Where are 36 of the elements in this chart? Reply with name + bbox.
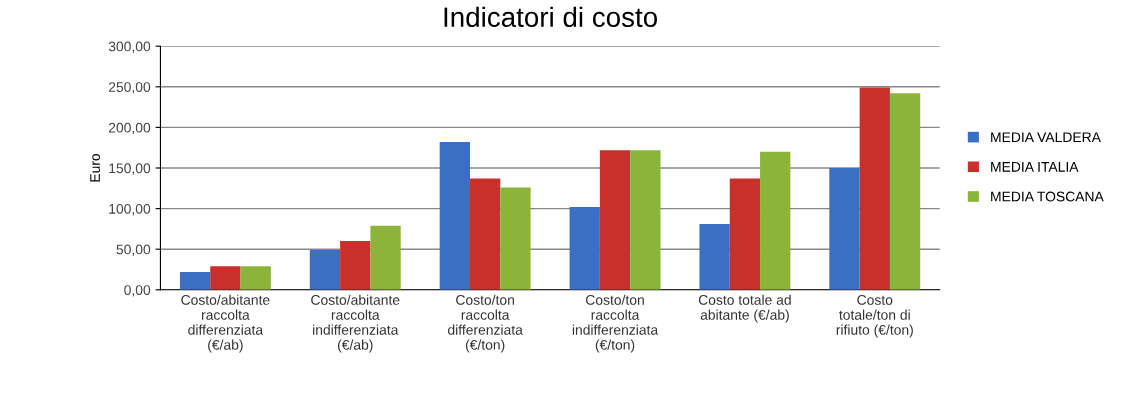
x-tick-label: Costo/abitante raccolta indifferenziata (€/ab) [311, 294, 400, 353]
bar [699, 224, 730, 290]
bar [599, 150, 631, 290]
bar [179, 271, 211, 290]
bar [370, 225, 401, 290]
y-tick-label: 0,00 [124, 285, 151, 297]
bar [469, 178, 501, 290]
legend-label: MEDIA ITALIA [991, 162, 1079, 172]
chart-title: Indicatori di costo [444, 6, 657, 28]
bar [889, 93, 921, 290]
y-axis-title: Euro [90, 153, 100, 182]
bar [829, 168, 860, 290]
bar [439, 142, 470, 290]
y-tick-label: 150,00 [109, 163, 151, 175]
bar [760, 151, 791, 290]
legend-label: MEDIA VALDERA [991, 132, 1101, 142]
y-tick-label: 100,00 [109, 203, 151, 216]
bar [859, 87, 890, 290]
x-tick-label: Costo totale/ton di rifiuto (€/ton) [836, 295, 913, 338]
y-tick-label: 50,00 [116, 244, 151, 257]
x-tick-label: Costo/abitante raccolta differenziata (€/ab) [181, 294, 270, 353]
y-tick-label: 250,00 [108, 82, 151, 94]
bar [630, 150, 661, 290]
y-tick-label: 300,00 [108, 41, 151, 54]
x-tick-label: Costo/ton raccolta differenziata (€/ton) [448, 294, 523, 353]
bar [729, 178, 761, 290]
bar [210, 266, 241, 290]
bar [240, 266, 271, 290]
bar [309, 250, 341, 290]
y-tick-label: 200,00 [108, 122, 151, 135]
bar [500, 187, 531, 290]
x-tick-label: Costo/ton raccolta indifferenziata (€/ton) [572, 294, 659, 353]
x-tick-label: Costo totale ad abitante (€/ab) [698, 294, 791, 323]
bar [569, 206, 600, 290]
legend-label: MEDIA TOSCANA [991, 191, 1104, 202]
bar [340, 241, 371, 290]
